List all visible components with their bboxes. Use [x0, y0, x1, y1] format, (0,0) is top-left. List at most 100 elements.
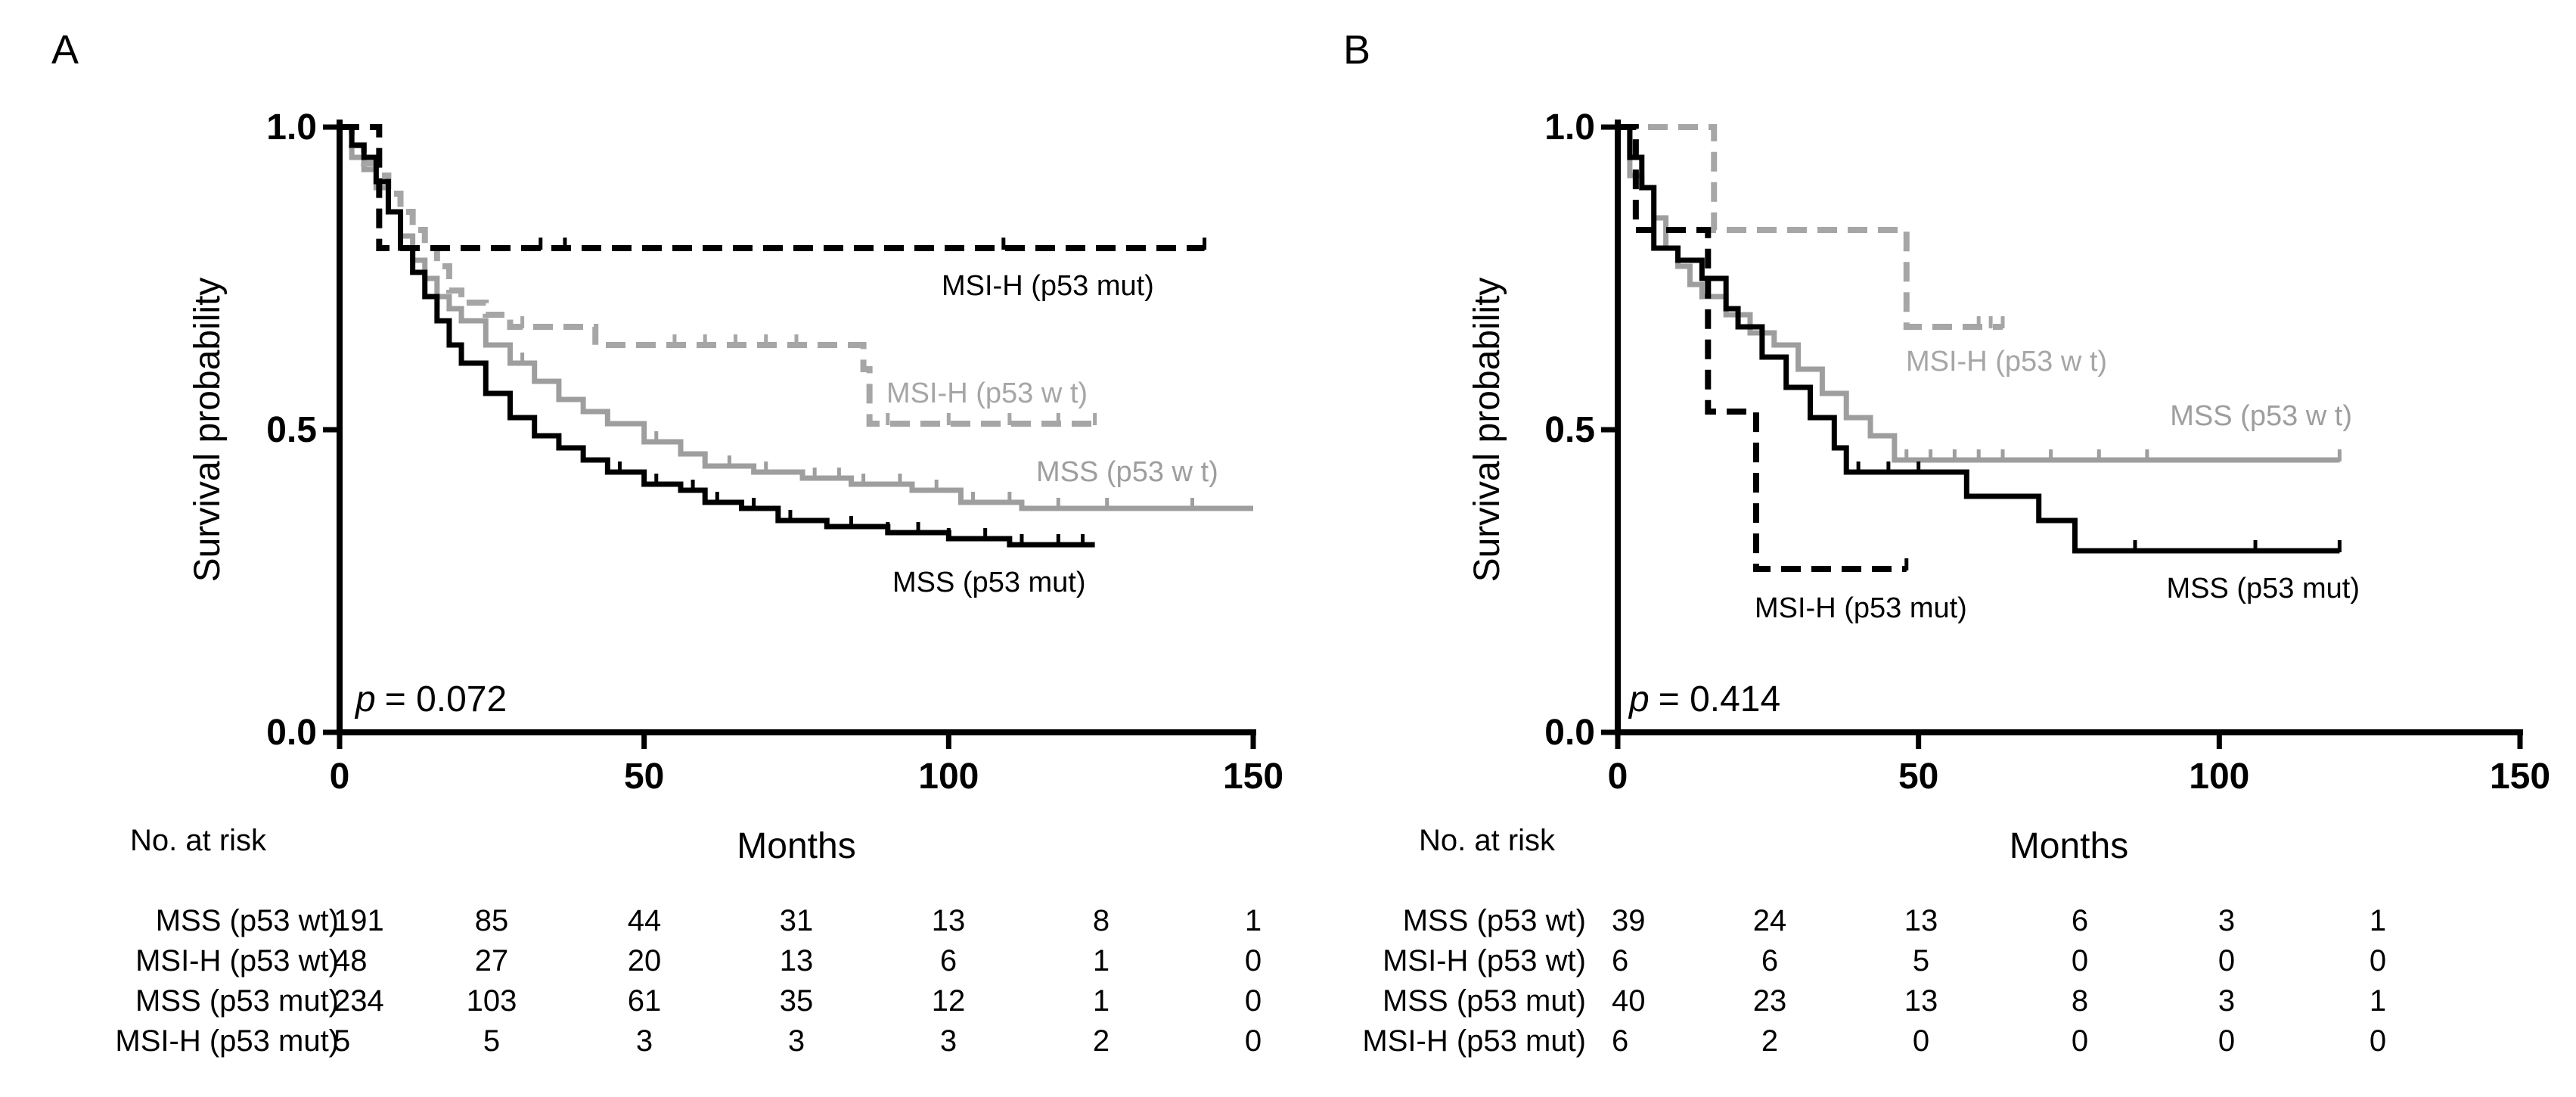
risk-table: No. at risk MSS (p53 wt) 39 24 13 6 3 1 MSI-H (p… [1362, 824, 2386, 1058]
risk-value: 5 [1913, 944, 1929, 977]
risk-value: 5 [483, 1024, 500, 1058]
p-symbol: p [1628, 679, 1650, 719]
risk-value: 8 [2072, 984, 2088, 1018]
risk-value: 103 [467, 984, 517, 1018]
curve-label: MSI-H (p53 w t) [1906, 346, 2107, 378]
panel-letter: B [1343, 27, 1370, 73]
risk-value: 6 [940, 944, 957, 977]
risk-table-title: No. at risk [1419, 824, 1556, 857]
risk-value: 35 [780, 984, 814, 1018]
risk-value: 61 [628, 984, 662, 1018]
y-tick-label: 0.0 [266, 713, 317, 753]
y-tick-label: 1.0 [266, 107, 317, 148]
p-value: p = 0.072 [354, 679, 507, 719]
curve-mss-p53-mut: MSS (p53 mut) [340, 124, 1095, 598]
risk-value: 6 [1761, 944, 1778, 977]
survival-curve [340, 124, 1253, 511]
p-symbol: p [354, 679, 376, 719]
risk-value: 13 [932, 904, 966, 937]
risk-value: 13 [1904, 904, 1938, 937]
risk-row-label: MSI-H (p53 wt) [1383, 944, 1586, 977]
risk-value: 1 [1245, 904, 1262, 937]
x-tick-label: 100 [918, 757, 979, 797]
x-axis-label: Months [737, 826, 855, 866]
y-axis-label: Survival probability [1467, 278, 1507, 583]
risk-value: 3 [940, 1024, 957, 1058]
risk-value: 3 [2218, 984, 2235, 1018]
risk-value: 20 [628, 944, 662, 977]
risk-value: 0 [1913, 1024, 1929, 1058]
panel-letter: A [51, 27, 79, 73]
risk-value: 23 [1753, 984, 1787, 1018]
curve-label: MSS (p53 mut) [2166, 573, 2360, 604]
survival-curve [1618, 124, 2340, 554]
risk-value: 0 [2072, 944, 2088, 977]
risk-row-label: MSS (p53 mut) [1383, 984, 1586, 1018]
risk-value: 0 [1245, 984, 1262, 1018]
survival-curve [1618, 124, 1907, 572]
p-value-text: = 0.414 [1659, 679, 1780, 719]
risk-value: 12 [932, 984, 966, 1018]
risk-value: 0 [1245, 1024, 1262, 1058]
x-tick-label: 150 [2490, 757, 2550, 797]
risk-value: 0 [1245, 944, 1262, 977]
risk-value: 39 [1612, 904, 1646, 937]
y-tick-label: 1.0 [1544, 107, 1595, 148]
risk-row-label: MSI-H (p53 mut) [115, 1024, 339, 1058]
curve-label: MSI-H (p53 mut) [942, 270, 1154, 302]
risk-value: 6 [1612, 1024, 1628, 1058]
risk-value: 6 [2072, 904, 2088, 937]
risk-value: 2 [1093, 1024, 1110, 1058]
risk-value: 13 [1904, 984, 1938, 1018]
risk-value: 40 [1612, 984, 1646, 1018]
curve-msih-p53-mut: MSI-H (p53 mut) [1618, 124, 1967, 624]
risk-value: 31 [780, 904, 814, 937]
risk-value: 1 [2370, 984, 2386, 1018]
risk-table-title: No. at risk [130, 824, 267, 857]
x-axis-label: Months [2010, 826, 2128, 866]
risk-value: 48 [334, 944, 368, 977]
curve-msih-p53-mut: MSI-H (p53 mut) [340, 124, 1207, 302]
survival-curve [340, 124, 1205, 251]
risk-value: 0 [2072, 1024, 2088, 1058]
risk-value: 27 [475, 944, 509, 977]
p-value: p = 0.414 [1628, 679, 1780, 719]
risk-row-label: MSS (p53 mut) [135, 984, 339, 1018]
x-tick-label: 0 [330, 757, 350, 797]
curve-mss-p53-wt: MSS (p53 w t) [340, 124, 1253, 511]
risk-value: 0 [2218, 1024, 2235, 1058]
y-tick-label: 0.5 [1544, 410, 1595, 450]
risk-value: 191 [334, 904, 384, 937]
risk-value: 3 [636, 1024, 653, 1058]
curve-label: MSI-H (p53 mut) [1755, 592, 1967, 624]
x-tick-label: 100 [2189, 757, 2249, 797]
risk-value: 44 [628, 904, 662, 937]
risk-row-label: MSS (p53 wt) [1403, 904, 1586, 937]
risk-value: 24 [1753, 904, 1787, 937]
survival-curve [340, 124, 1095, 548]
y-tick-label: 0.0 [1544, 713, 1595, 753]
risk-value: 3 [788, 1024, 805, 1058]
curve-label: MSS (p53 mut) [892, 567, 1086, 598]
p-value-text: = 0.072 [385, 679, 507, 719]
curve-mss-p53-mut: MSS (p53 mut) [1618, 124, 2360, 604]
risk-value: 234 [334, 984, 384, 1018]
x-tick-label: 50 [1898, 757, 1938, 797]
risk-value: 6 [1612, 944, 1628, 977]
curve-msih-p53-wt: MSI-H (p53 w t) [1618, 124, 2107, 378]
risk-value: 8 [1093, 904, 1110, 937]
risk-value: 13 [780, 944, 814, 977]
x-tick-label: 150 [1223, 757, 1283, 797]
x-tick-label: 50 [624, 757, 664, 797]
risk-value: 0 [2218, 944, 2235, 977]
risk-value: 5 [334, 1024, 350, 1058]
y-tick-label: 0.5 [266, 410, 317, 450]
x-tick-label: 0 [1608, 757, 1628, 797]
risk-value: 85 [475, 904, 509, 937]
curve-label: MSI-H (p53 w t) [886, 378, 1088, 409]
risk-value: 1 [1093, 944, 1110, 977]
curve-label: MSS (p53 w t) [1036, 456, 1218, 488]
